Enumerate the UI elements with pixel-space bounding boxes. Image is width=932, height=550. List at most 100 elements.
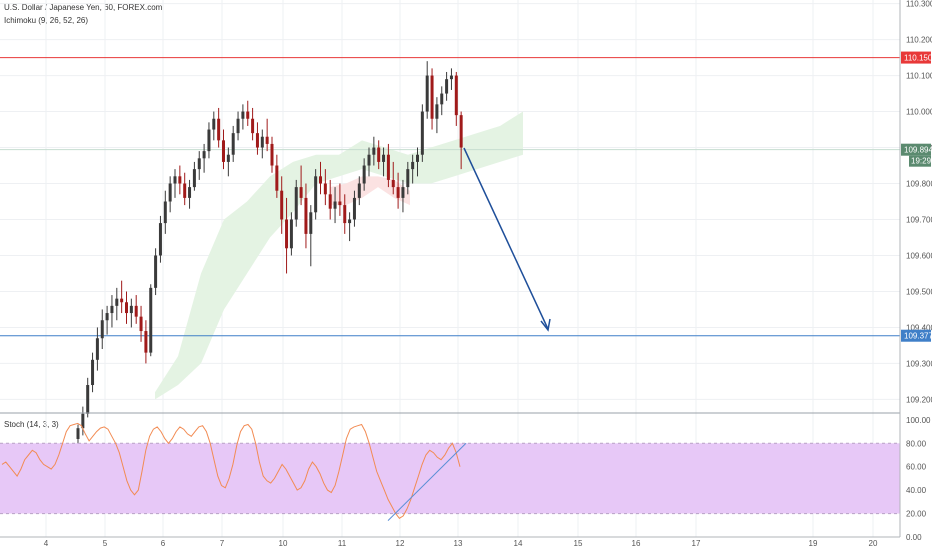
candle-body (372, 147, 376, 155)
stoch-tick-label: 100.00 (906, 416, 931, 425)
candle-body (115, 298, 119, 306)
date-tick-label: 6 (161, 539, 166, 548)
stoch-tick-label: 80.00 (906, 439, 927, 448)
date-tick-label: 20 (869, 539, 878, 548)
support-price-tag (901, 329, 931, 342)
candle-body (178, 176, 182, 184)
price-tick-label: 109.500 (906, 287, 932, 296)
date-tick-label: 5 (103, 539, 108, 548)
candle-body (260, 136, 264, 148)
candle-body (377, 147, 381, 162)
price-tick-label: 110.300 (906, 0, 932, 9)
price-tick-label: 110.100 (906, 72, 932, 81)
price-tick-label: 109.700 (906, 215, 932, 224)
date-tick-label: 11 (338, 539, 347, 548)
candle-body (294, 187, 298, 220)
candle-body (76, 428, 80, 439)
date-tick-label: 17 (692, 539, 701, 548)
price-tick-label: 109.200 (906, 395, 932, 404)
price-tick-label: 110.200 (906, 36, 932, 45)
date-tick-label: 16 (632, 539, 641, 548)
candle-body (144, 331, 148, 353)
ichimoku-cloud-bearish (330, 176, 410, 206)
candle-body (91, 359, 95, 386)
candle-body (251, 118, 255, 134)
candle-body (454, 75, 458, 116)
candle-body (314, 176, 318, 213)
candle-body (309, 212, 313, 234)
candle-body (299, 187, 303, 198)
candle-body (95, 338, 99, 360)
candle-body (396, 187, 400, 198)
candle-body (357, 183, 361, 198)
stoch-tick-label: 60.00 (906, 463, 927, 472)
date-tick-label: 13 (454, 539, 463, 548)
candle-body (416, 154, 419, 162)
candle-body (217, 118, 221, 141)
candle-body (202, 151, 206, 159)
date-tick-label: 4 (44, 539, 49, 548)
projection-arrowhead (540, 318, 551, 332)
date-tick-label: 15 (574, 539, 583, 548)
ichimoku-cloud-bullish (155, 111, 523, 400)
support-price-label: 109.377 (904, 332, 932, 341)
projection-arrow (463, 147, 549, 330)
candle-body (304, 197, 308, 234)
date-tick-label: 19 (809, 539, 818, 548)
candle-body (425, 75, 429, 112)
candle-body (192, 169, 196, 188)
candle-body (125, 302, 128, 314)
countdown-label: 19:29 (911, 157, 932, 166)
candle-body (139, 316, 143, 332)
candle-body (275, 165, 279, 191)
stoch-trendline (387, 442, 467, 521)
stoch-tick-label: 40.00 (906, 486, 927, 495)
candle-body (246, 111, 250, 119)
candle-body (323, 183, 327, 195)
candle-body (319, 176, 322, 184)
candle-body (406, 169, 410, 188)
price-tick-label: 110.000 (906, 108, 932, 117)
candle-body (154, 255, 158, 288)
candle-body (173, 176, 177, 184)
candle-body (226, 154, 230, 162)
candle-body (265, 136, 269, 144)
candle-body (158, 223, 162, 256)
candle-body (449, 75, 453, 80)
candle-body (440, 93, 444, 105)
candle-body (411, 161, 415, 170)
candle-body (197, 158, 201, 170)
candle-body (382, 154, 386, 162)
price-tick-label: 109.400 (906, 323, 932, 332)
date-tick-label: 10 (279, 539, 288, 548)
resistance-price-label: 110.150 (904, 54, 932, 63)
stoch-overbought-oversold-band (0, 443, 900, 514)
stoch-tick-label: 20.00 (906, 510, 927, 519)
symbol-title: U.S. Dollar / Japanese Yen, 60, FOREX.co… (4, 3, 163, 12)
candle-body (362, 165, 366, 184)
candle-body (212, 118, 216, 130)
candle-body (435, 104, 439, 119)
candle-body (270, 143, 274, 166)
candle-body (236, 118, 240, 134)
price-tick-label: 109.800 (906, 180, 932, 189)
candle-body (81, 413, 85, 429)
candle-body (459, 115, 463, 148)
stoch-legend[interactable]: Stoch (14, 3, 3) (4, 420, 59, 429)
price-tick-label: 109.600 (906, 251, 932, 260)
candle-body (348, 219, 352, 224)
candle-body (188, 187, 192, 198)
candle-body (391, 179, 395, 188)
candle-body (149, 287, 153, 353)
candle-body (367, 154, 371, 166)
candle-body (134, 305, 138, 317)
candle-body (222, 140, 225, 162)
date-tick-label: 12 (396, 539, 405, 548)
candle-body (163, 201, 167, 224)
candle-body (100, 320, 104, 339)
candle-body (401, 187, 405, 198)
price-tick-label: 109.300 (906, 359, 932, 368)
candle-body (129, 305, 133, 314)
candle-body (110, 305, 114, 314)
